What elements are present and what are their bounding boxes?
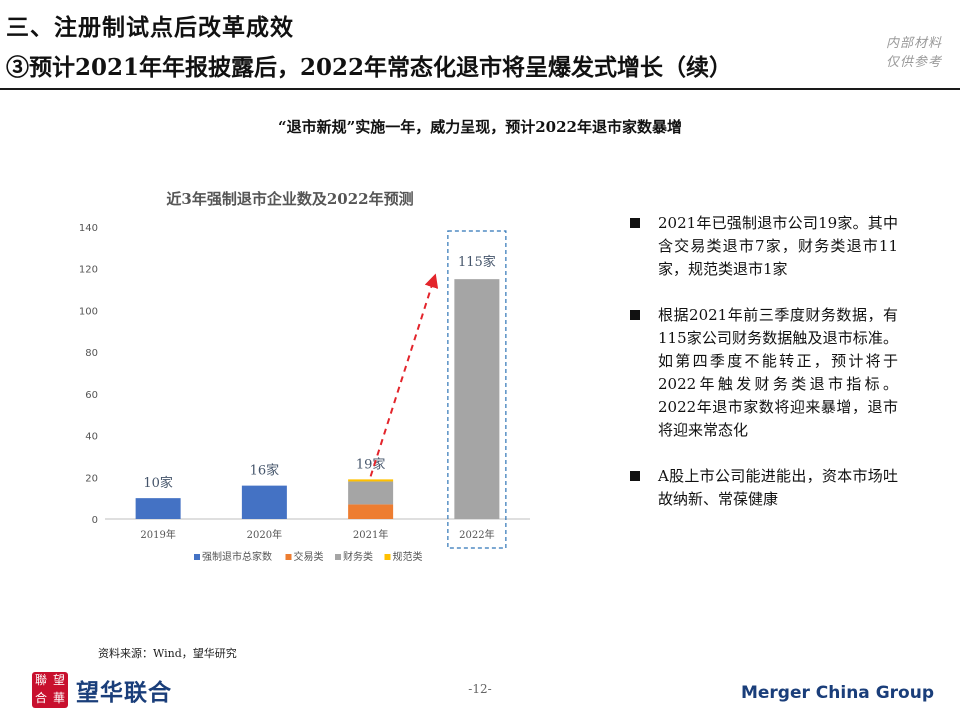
chart-title: 近3年强制退市企业数及2022年预测: [166, 190, 413, 208]
bar-segment: [135, 498, 181, 519]
header-divider: [0, 88, 960, 90]
bar-segment: [348, 481, 394, 505]
bar-segment: [241, 485, 287, 519]
legend-swatch: [384, 554, 391, 560]
bar-segment: [348, 479, 394, 482]
y-tick-label: 20: [85, 473, 98, 484]
legend-swatch: [194, 554, 200, 560]
square-bullet-icon: [630, 471, 640, 481]
legend-swatch: [335, 554, 341, 560]
legend-label: 交易类: [294, 550, 324, 563]
key-point-item: A股上市公司能进能出，资本市场吐故纳新、常葆健康: [630, 465, 898, 511]
key-point-text: 根据2021年前三季度财务数据，有115家公司财务数据触及退市标准。如第四季度不…: [658, 306, 898, 439]
forced-delisting-chart: 近3年强制退市企业数及2022年预测 0 20 40 60 80 100 120 140 2019…: [79, 190, 530, 563]
x-tick-label: 2020年: [247, 528, 282, 541]
seal-char: 華: [52, 691, 65, 705]
key-point-item: 根据2021年前三季度财务数据，有115家公司财务数据触及退市标准。如第四季度不…: [630, 304, 898, 442]
legend-label: 规范类: [393, 550, 423, 563]
data-label: 115家: [458, 254, 496, 270]
y-tick-label: 0: [92, 515, 98, 526]
legend-swatch: [285, 554, 292, 560]
key-point-text: 2021年已强制退市公司19家。其中含交易类退市7家，财务类退市11家，规范类退…: [658, 214, 898, 278]
slide-subtitle: “退市新规”实施一年，威力呈现，预计2022年退市家数暴增: [277, 118, 682, 136]
internal-note-line2: 仅供参考: [885, 55, 942, 70]
bar-segment: [348, 504, 394, 519]
square-bullet-icon: [630, 218, 640, 228]
forecast-highlight-box: [447, 230, 507, 549]
key-points-list: 2021年已强制退市公司19家。其中含交易类退市7家，财务类退市11家，规范类退…: [630, 212, 898, 534]
y-tick-label: 40: [85, 432, 98, 443]
seal-char: 合: [34, 691, 47, 705]
square-bullet-icon: [630, 310, 640, 320]
x-tick-label: 2021年: [353, 528, 388, 541]
internal-use-note: 内部材料 仅供参考: [886, 34, 942, 72]
y-tick-label: 120: [79, 265, 98, 276]
y-tick-label: 60: [85, 390, 98, 401]
y-tick-label: 140: [79, 223, 98, 234]
section-title: 三、注册制试点后改革成效: [6, 14, 294, 41]
company-logo: 聯 望 合 華 望华联合: [32, 672, 172, 708]
y-tick-label: 100: [79, 306, 98, 317]
x-tick-label: 2022年: [459, 528, 494, 541]
seal-logo-icon: 聯 望 合 華: [32, 672, 68, 708]
key-point-item: 2021年已强制退市公司19家。其中含交易类退市7家，财务类退市11家，规范类退…: [630, 212, 898, 281]
slide-title: ③预计2021年年报披露后，2022年常态化退市将呈爆发式增长（续）: [6, 54, 733, 81]
page-number: -12-: [468, 682, 492, 696]
brand-name-en: Merger China Group: [740, 683, 934, 703]
data-source-note: 资料来源：Wind，望华研究: [98, 647, 237, 660]
data-label: 10家: [143, 475, 173, 491]
trend-arrow: [369, 273, 439, 477]
legend-label: 强制退市总家数: [202, 550, 272, 563]
data-label: 16家: [250, 463, 280, 479]
brand-name-cn: 望华联合: [76, 680, 172, 706]
seal-char: 望: [52, 673, 65, 687]
key-point-text: A股上市公司能进能出，资本市场吐故纳新、常葆健康: [658, 467, 898, 508]
seal-char: 聯: [34, 673, 47, 687]
data-label: 19家: [356, 456, 386, 472]
bar-segment: [454, 279, 500, 519]
y-tick-label: 80: [85, 348, 98, 359]
x-tick-label: 2019年: [140, 528, 175, 541]
legend-label: 财务类: [343, 550, 373, 563]
internal-note-line1: 内部材料: [885, 36, 942, 51]
